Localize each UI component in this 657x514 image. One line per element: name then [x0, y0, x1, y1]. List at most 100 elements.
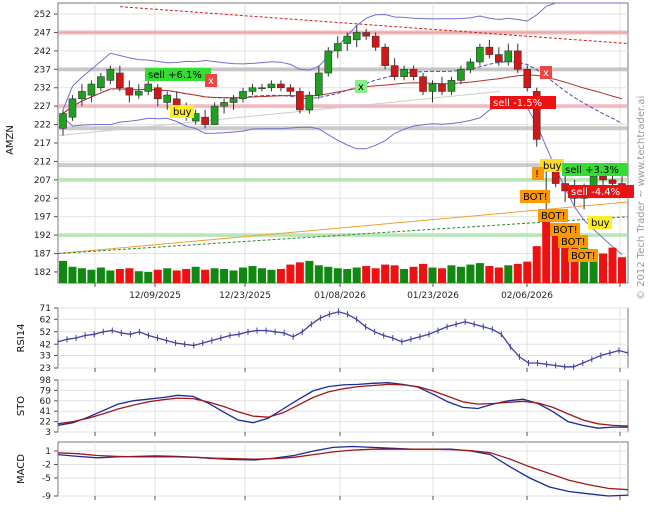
volume-bar [570, 242, 579, 283]
volume-bar [400, 269, 409, 283]
macd-panel: 1 -2 -5 -9 MACD [16, 441, 629, 502]
annotation-box [540, 66, 552, 79]
volume-bar [210, 268, 219, 283]
annotation-label: x [358, 82, 364, 93]
candle-body [277, 83, 285, 89]
price-ytick-label: 192 [34, 231, 51, 241]
volume-bar [314, 265, 323, 283]
volume-bar [551, 231, 560, 283]
candle-body [144, 83, 153, 92]
annotation-box [540, 159, 564, 172]
candle-body [428, 83, 437, 92]
candle-body [532, 91, 541, 140]
annotation-label: BOT! [553, 225, 578, 236]
candle-body [258, 87, 266, 90]
sto-ytick-label: 41 [40, 407, 51, 417]
candle-body [419, 76, 427, 92]
candle-body [476, 46, 484, 63]
volume-bar [419, 263, 428, 283]
annotation-label: BOT! [561, 237, 586, 248]
price-ytick-label: 217 [34, 139, 51, 149]
candle-body [371, 35, 380, 48]
candle-body [267, 83, 276, 89]
sto-ytick-label: 98 [40, 376, 52, 386]
rsi-frame [57, 307, 629, 369]
volume-bar [589, 249, 598, 283]
candle-body [466, 61, 475, 70]
volume-bar [475, 263, 484, 283]
volume-bar [362, 266, 371, 283]
volume-bar [172, 270, 181, 283]
rsi-ytick-label: 42 [40, 340, 51, 350]
trend-line-green [57, 216, 629, 255]
annotation-label: sell -4.4% [571, 187, 620, 198]
candle-body [504, 50, 513, 63]
volume-bar [191, 266, 200, 283]
volume-bar [134, 271, 143, 283]
x-tick-label: 02/06/2026 [501, 291, 553, 301]
annotation-label: buy [543, 161, 562, 172]
volume-bar [580, 246, 589, 283]
candle-body [59, 113, 67, 129]
rsi-ytick-label: 33 [40, 352, 51, 362]
annotation-box [532, 167, 544, 180]
candle-body [305, 94, 314, 111]
candle-body [248, 87, 257, 92]
volume-bar [542, 213, 551, 283]
annotation-label: sell -1.5% [493, 98, 542, 109]
volume-bar [286, 264, 295, 283]
volume-bar [409, 266, 418, 283]
annotation-label: x [543, 68, 549, 79]
volume-bar [68, 266, 77, 283]
sto-ytick-label: 3 [45, 428, 51, 438]
candle-body [324, 50, 333, 74]
candle-body [106, 69, 115, 81]
annotation-box [520, 190, 550, 203]
volume-bar [239, 267, 248, 283]
candle-body [438, 83, 446, 92]
price-ytick-label: 187 [34, 250, 51, 260]
macd-ytick-label: -9 [42, 492, 51, 502]
volume-bar [163, 268, 172, 283]
volume-bar [267, 269, 276, 283]
sto-series-line [57, 383, 629, 427]
x-tick-label: 12/23/2025 [219, 291, 271, 301]
x-tick-label: 12/09/2025 [129, 291, 181, 301]
price-ytick-label: 247 [34, 28, 51, 38]
price-ytick-label: 197 [34, 213, 51, 223]
volume-bar [523, 261, 532, 283]
volume-bar [248, 266, 257, 283]
annotation-box [355, 80, 367, 93]
price-ytick-label: 252 [34, 10, 51, 20]
upper-band-line [62, 2, 622, 110]
annotation-label: buy [591, 218, 610, 229]
candle-body [153, 87, 162, 100]
volume-bar [96, 267, 105, 283]
volume-bar [504, 265, 513, 283]
volume-bar [390, 265, 399, 283]
volume-bar [428, 267, 437, 283]
volume-bar [276, 269, 285, 283]
volume-bar [352, 267, 361, 283]
volume-bar [513, 263, 522, 283]
candle-body [390, 65, 399, 77]
volume-bar [257, 268, 266, 283]
annotation-label: BOT! [571, 251, 596, 262]
annotation-label: buy [173, 107, 192, 118]
price-panel: 182 187 192 197 202 207 212 217 222 227 232 237 242 2… [5, 2, 634, 301]
volume-bar [466, 264, 475, 283]
candle-body [87, 83, 96, 96]
annotation-box [170, 105, 194, 118]
volume-bar [220, 269, 229, 283]
candle-body [286, 87, 295, 92]
annotation-label: sell +3.3% [565, 165, 619, 176]
volume-bar [324, 266, 333, 283]
x-tick-label: 01/08/2026 [314, 291, 366, 301]
candle-body [409, 69, 418, 77]
price-ytick-label: 207 [34, 176, 51, 186]
candle-body [495, 54, 503, 63]
rsi-axis-label: RSI14 [16, 324, 27, 353]
price-ytick-label: 202 [34, 194, 51, 204]
